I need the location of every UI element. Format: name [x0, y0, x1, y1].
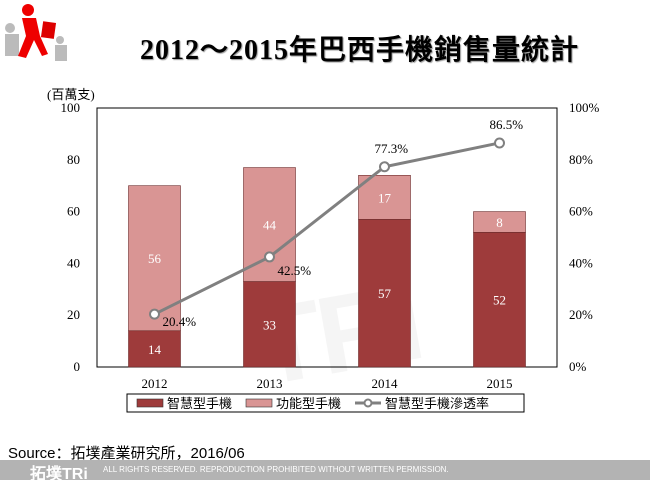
y2-tick-label: 20%	[569, 307, 593, 322]
x-tick-label: 2015	[487, 376, 513, 391]
data-label: 14	[148, 342, 162, 357]
data-label: 33	[263, 317, 276, 332]
footer-bar: 拓墣TRi ALL RIGHTS RESERVED. REPRODUCTION …	[0, 460, 650, 483]
data-label: 44	[263, 218, 277, 233]
x-tick-label: 2013	[257, 376, 283, 391]
data-label: 17	[378, 190, 392, 205]
bar-smart-2015	[473, 232, 526, 368]
data-label: 56	[148, 251, 162, 266]
data-label: 52	[493, 293, 506, 308]
legend-box	[126, 393, 525, 413]
penetration-line	[153, 141, 500, 316]
footer-brand: 拓墣TRi	[30, 466, 88, 483]
bar-smart-2014	[358, 219, 411, 368]
data-label: 8	[496, 215, 503, 230]
y-tick-label: 60	[67, 204, 80, 219]
y-tick-label: 20	[67, 307, 80, 322]
penetration-point-2014	[379, 161, 390, 173]
legend-label: 智慧型手機	[167, 396, 232, 411]
y-axis-unit-label: (百萬支)	[47, 87, 95, 102]
legend-swatch	[245, 398, 273, 408]
y2-tick-label: 40%	[569, 255, 593, 270]
bar-smart-2013	[243, 281, 296, 368]
chart: (百萬支) 0 20 40 60 80 100 0% 20% 40% 60% 80% 100% 2012 2…	[47, 87, 600, 413]
footer-rights: ALL RIGHTS RESERVED. REPRODUCTION PROHIB…	[103, 465, 449, 474]
x-tick-label: 2012	[142, 376, 168, 391]
bar-feature-2015	[473, 211, 526, 233]
penetration-label: 77.3%	[375, 141, 409, 156]
logo-walking-figure	[5, 4, 67, 61]
y-tick-label: 80	[67, 152, 80, 167]
penetration-label: 86.5%	[490, 117, 524, 132]
penetration-label: 20.4%	[163, 314, 197, 329]
data-label: 57	[378, 286, 392, 301]
y2-tick-label: 80%	[569, 152, 593, 167]
plot-frame	[96, 107, 558, 368]
y-tick-label: 40	[67, 255, 80, 270]
bar-feature-2013	[243, 167, 296, 282]
y2-tick-label: 0%	[569, 359, 587, 374]
penetration-point-2013	[264, 251, 275, 263]
legend-swatch	[136, 398, 164, 408]
x-tick-label: 2014	[372, 376, 399, 391]
penetration-point-2012	[149, 308, 160, 320]
penetration-label: 42.5%	[278, 263, 312, 278]
bar-smart-2012	[128, 330, 181, 368]
bar-feature-2014	[358, 175, 411, 220]
legend-marker	[363, 398, 373, 408]
y2-tick-label: 60%	[569, 204, 593, 219]
y2-tick-label: 100%	[569, 100, 600, 115]
penetration-point-2015	[494, 137, 505, 149]
source-note: Source：拓墣產業研究所，2016/06	[8, 445, 245, 462]
page-title: 2012～2015年巴西手機銷售量統計	[140, 35, 580, 66]
y-tick-label: 100	[61, 100, 81, 115]
legend-label: 功能型手機	[276, 396, 341, 411]
legend-label: 智慧型手機滲透率	[385, 396, 489, 411]
y-tick-label: 0	[74, 359, 81, 374]
